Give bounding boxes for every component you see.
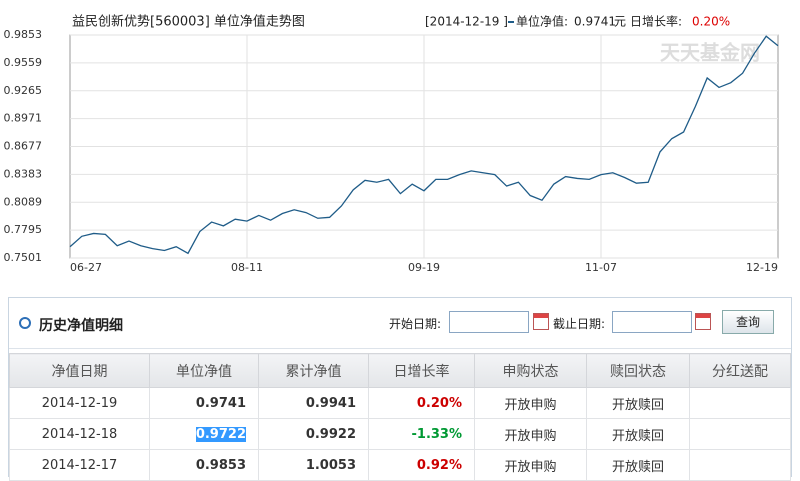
change-cell: -1.33% <box>368 418 475 450</box>
y-tick-label: 0.9265 <box>4 84 43 97</box>
icon <box>19 317 31 329</box>
end-label: 截止日期: <box>553 317 606 331</box>
selected-text: 0.9722 <box>195 426 246 442</box>
panel-title: 历史净值明细 <box>39 318 123 334</box>
legend-date: [2014-12-19 ] <box>425 15 508 29</box>
header-cell: 申购状态 <box>474 353 587 388</box>
chart-title: 益民创新优势[560003] 单位净值走势图 <box>72 14 305 30</box>
start-input[interactable] <box>449 311 529 333</box>
change-cell: 0.20% <box>368 387 475 419</box>
header-cell: 单位净值 <box>149 353 259 388</box>
header-cell: 日增长率 <box>368 353 475 388</box>
buy-cell: 开放申购 <box>474 387 587 419</box>
calendar-icon[interactable] <box>695 313 711 330</box>
end-input[interactable] <box>612 311 692 333</box>
legend-change-label: 日增长率: <box>630 14 682 29</box>
row: 2014-12-18 0.9722 0.9922 -1.33% 开放申购 开放赎… <box>9 418 791 450</box>
panel-header: 历史净值明细 开始日期: 截止日期: 查询 <box>9 298 791 349</box>
y-tick-label: 0.9559 <box>4 56 43 69</box>
redeem-cell: 开放赎回 <box>586 387 690 419</box>
calendar-icon[interactable] <box>533 313 549 330</box>
x-tick-label: 06-27 <box>70 261 102 274</box>
chart: 益民创新优势[560003] 单位净值走势图 [2014-12-19 ] 单位净… <box>4 14 779 274</box>
buy-cell: 开放申购 <box>474 418 587 450</box>
redeem-cell: 开放赎回 <box>586 418 690 450</box>
y-tick-label: 0.8971 <box>4 112 43 125</box>
legend-unit: 元 <box>614 15 626 29</box>
header-cell: 累计净值 <box>258 353 369 388</box>
acc-nav-cell: 0.9922 <box>258 418 369 450</box>
y-tick-label: 0.8677 <box>4 140 43 153</box>
row: 2014-12-19 0.9741 0.9941 0.20% 开放申购 开放赎回 <box>9 387 791 419</box>
legend-change: 0.20% <box>692 15 730 29</box>
x-tick-label: 11-07 <box>585 261 617 274</box>
header-row: 净值日期 单位净值 累计净值 日增长率 申购状态 赎回状态 分红送配 <box>9 353 791 388</box>
dividend-cell <box>689 418 791 450</box>
legend-nav-label: 单位净值: <box>516 14 568 29</box>
y-tick-label: 0.7795 <box>4 223 43 236</box>
nav-cell: 0.9741 <box>149 387 259 419</box>
start-label: 开始日期: <box>389 317 442 331</box>
acc-nav-cell: 0.9941 <box>258 387 369 419</box>
header-cell: 赎回状态 <box>586 353 690 388</box>
nav-table: 净值日期 单位净值 累计净值 日增长率 申购状态 赎回状态 分红送配 2014-… <box>9 353 791 481</box>
header-cell: 分红送配 <box>689 353 791 388</box>
query-button[interactable]: 查询 <box>722 310 774 334</box>
nav-line <box>69 35 779 255</box>
date-cell: 2014-12-19 <box>9 387 150 419</box>
y-tick-label: 0.8089 <box>4 195 43 208</box>
legend-nav: 0.9741 <box>574 15 616 29</box>
history-panel: 历史净值明细 开始日期: 截止日期: 查询 净值日期 单位净值 累计净值 日增长… <box>8 297 792 481</box>
nav-cell: 0.9722 <box>149 418 259 450</box>
header-cell: 净值日期 <box>9 353 150 388</box>
date-cell: 2014-12-18 <box>9 418 150 450</box>
y-tick-label: 0.8383 <box>4 167 43 180</box>
watermark: 天天基金网 <box>660 41 760 65</box>
y-tick-label: 0.7501 <box>4 251 43 264</box>
x-tick-label: 12-19 <box>746 261 778 274</box>
y-tick-label: 0.9853 <box>4 28 43 41</box>
dividend-cell <box>689 387 791 419</box>
x-tick-label: 08-11 <box>231 261 263 274</box>
x-tick-label: 09-19 <box>408 261 440 274</box>
